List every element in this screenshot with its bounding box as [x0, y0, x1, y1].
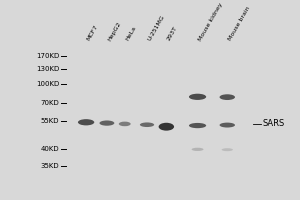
Text: 40KD: 40KD: [41, 146, 59, 152]
Text: MCF7: MCF7: [86, 24, 99, 42]
Text: 100KD: 100KD: [36, 81, 59, 87]
Ellipse shape: [220, 94, 235, 100]
Text: 170KD: 170KD: [36, 53, 59, 59]
Text: HepG2: HepG2: [107, 21, 122, 42]
Text: Mouse brain: Mouse brain: [227, 6, 251, 42]
Text: SARS: SARS: [263, 119, 285, 128]
Ellipse shape: [220, 123, 235, 128]
Ellipse shape: [159, 123, 174, 131]
Text: 70KD: 70KD: [40, 100, 59, 106]
Text: HeLa: HeLa: [125, 26, 137, 42]
Text: 35KD: 35KD: [41, 163, 59, 169]
Ellipse shape: [78, 119, 94, 125]
Ellipse shape: [189, 123, 206, 128]
Ellipse shape: [119, 122, 131, 126]
Ellipse shape: [192, 148, 203, 151]
Ellipse shape: [222, 148, 233, 151]
Text: 130KD: 130KD: [36, 66, 59, 72]
Ellipse shape: [189, 94, 206, 100]
Ellipse shape: [140, 122, 154, 127]
Text: 55KD: 55KD: [41, 118, 59, 124]
Ellipse shape: [100, 120, 114, 126]
Text: Mouse kidney: Mouse kidney: [198, 2, 224, 42]
Text: 293T: 293T: [166, 26, 178, 42]
Text: U-251MG: U-251MG: [147, 14, 166, 42]
